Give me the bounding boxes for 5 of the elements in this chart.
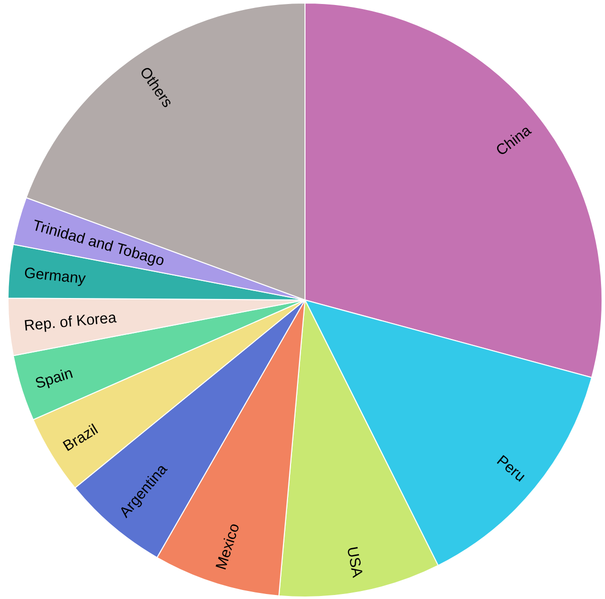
slice-label: USA	[343, 545, 366, 579]
slice-label: Spain	[33, 364, 75, 392]
slice-label: Mexico	[212, 521, 244, 572]
slice-label: Germany	[23, 264, 87, 288]
slice-label: Rep. of Korea	[23, 309, 118, 335]
